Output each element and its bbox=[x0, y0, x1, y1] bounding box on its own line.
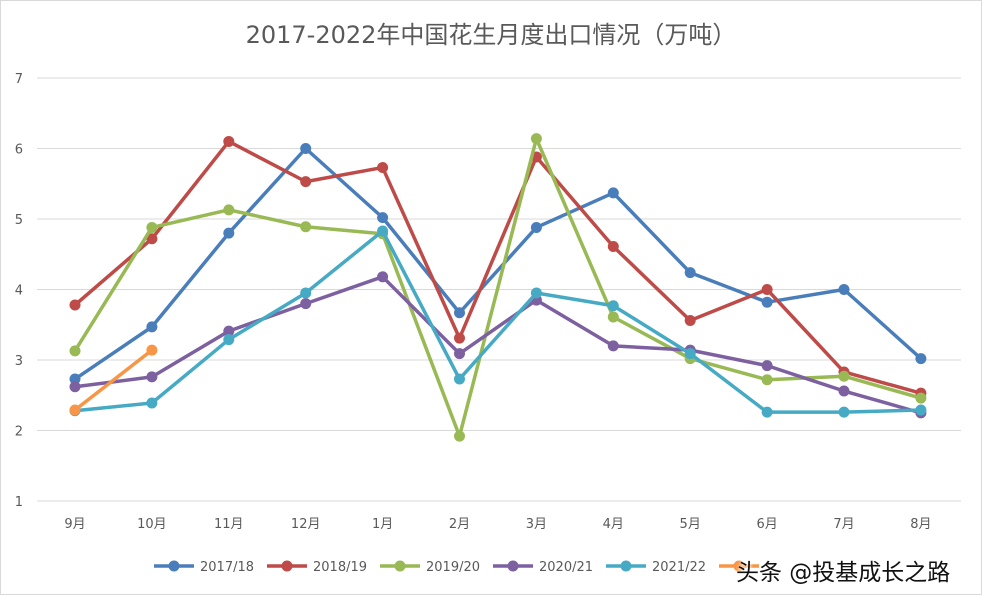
legend-marker bbox=[168, 560, 180, 572]
data-point bbox=[761, 360, 773, 372]
data-point bbox=[146, 371, 158, 383]
data-point bbox=[146, 321, 158, 333]
data-point bbox=[915, 404, 927, 416]
data-point bbox=[69, 345, 81, 357]
y-tick-label: 3 bbox=[15, 354, 23, 369]
watermark: 头条 @投基成长之路 bbox=[736, 560, 951, 586]
data-point bbox=[454, 348, 465, 360]
data-point bbox=[607, 300, 619, 312]
data-point bbox=[454, 332, 465, 344]
y-tick-label: 1 bbox=[15, 495, 23, 510]
data-point bbox=[377, 212, 389, 224]
legend-marker bbox=[507, 560, 519, 572]
data-point bbox=[377, 271, 389, 283]
data-point bbox=[454, 430, 465, 442]
series-line bbox=[73, 136, 922, 438]
data-point bbox=[915, 392, 927, 404]
data-point bbox=[684, 348, 696, 360]
data-point bbox=[454, 373, 465, 385]
y-tick-label: 4 bbox=[15, 284, 23, 299]
data-point bbox=[300, 287, 312, 299]
series-line bbox=[73, 139, 922, 395]
legend-marker bbox=[281, 560, 293, 572]
data-point bbox=[761, 284, 773, 295]
data-point bbox=[607, 187, 619, 199]
data-point bbox=[69, 381, 81, 393]
data-point bbox=[607, 311, 619, 323]
data-point bbox=[530, 221, 542, 233]
data-point bbox=[607, 340, 619, 352]
x-tick-label: 3月 bbox=[526, 517, 547, 532]
x-tick-label: 8月 bbox=[910, 517, 931, 532]
data-point bbox=[223, 135, 235, 147]
legend-label: 2021/22 bbox=[652, 560, 706, 575]
data-point bbox=[300, 298, 312, 310]
series-line bbox=[74, 146, 923, 381]
y-tick-label: 6 bbox=[15, 143, 23, 158]
series-line bbox=[74, 229, 921, 414]
x-tick-label: 4月 bbox=[603, 517, 624, 532]
x-tick-label: 6月 bbox=[756, 517, 777, 532]
data-point bbox=[300, 221, 312, 233]
data-point bbox=[223, 325, 235, 337]
data-point bbox=[300, 176, 312, 188]
data-point bbox=[69, 404, 81, 416]
data-point bbox=[146, 344, 158, 356]
data-point bbox=[530, 133, 542, 145]
data-point bbox=[838, 385, 850, 397]
data-point bbox=[915, 353, 927, 365]
data-point bbox=[146, 221, 158, 233]
data-point bbox=[300, 143, 312, 154]
legend-marker bbox=[733, 560, 745, 572]
data-point bbox=[838, 284, 850, 295]
legend-label: 2020/21 bbox=[539, 560, 593, 575]
x-tick-label: 12月 bbox=[291, 517, 321, 532]
data-point bbox=[838, 370, 850, 382]
y-tick-label: 2 bbox=[15, 425, 23, 440]
data-point bbox=[838, 406, 850, 418]
data-point bbox=[223, 227, 235, 239]
data-point bbox=[761, 406, 773, 418]
data-point bbox=[146, 397, 158, 409]
x-tick-label: 1月 bbox=[372, 517, 393, 532]
data-point bbox=[684, 315, 696, 327]
data-point bbox=[761, 296, 773, 308]
x-tick-label: 11月 bbox=[214, 517, 244, 532]
data-point bbox=[69, 299, 81, 311]
chart-title: 2017-2022年中国花生月度出口情况（万吨） bbox=[245, 21, 737, 49]
data-point bbox=[377, 162, 389, 174]
series-line bbox=[74, 275, 922, 415]
data-point bbox=[69, 373, 81, 385]
data-point bbox=[530, 287, 542, 299]
data-point bbox=[377, 225, 389, 237]
data-point bbox=[223, 204, 235, 216]
y-tick-label: 5 bbox=[15, 213, 23, 228]
data-point bbox=[223, 334, 235, 346]
y-tick-label: 7 bbox=[15, 72, 23, 87]
x-tick-label: 7月 bbox=[833, 517, 854, 532]
data-point bbox=[454, 307, 465, 319]
legend-label: 2019/20 bbox=[426, 560, 480, 575]
x-tick-label: 9月 bbox=[64, 517, 85, 532]
x-tick-label: 10月 bbox=[137, 517, 167, 532]
legend-label: 2018/19 bbox=[313, 560, 367, 575]
legend-marker bbox=[620, 560, 632, 572]
legend-marker bbox=[394, 560, 406, 572]
data-point bbox=[761, 374, 773, 386]
data-point bbox=[684, 267, 696, 279]
series-line bbox=[73, 348, 153, 412]
x-tick-label: 2月 bbox=[449, 517, 470, 532]
legend-label: 2017/18 bbox=[200, 560, 254, 575]
x-tick-label: 5月 bbox=[680, 517, 701, 532]
data-point bbox=[146, 233, 158, 245]
data-point bbox=[607, 240, 619, 252]
